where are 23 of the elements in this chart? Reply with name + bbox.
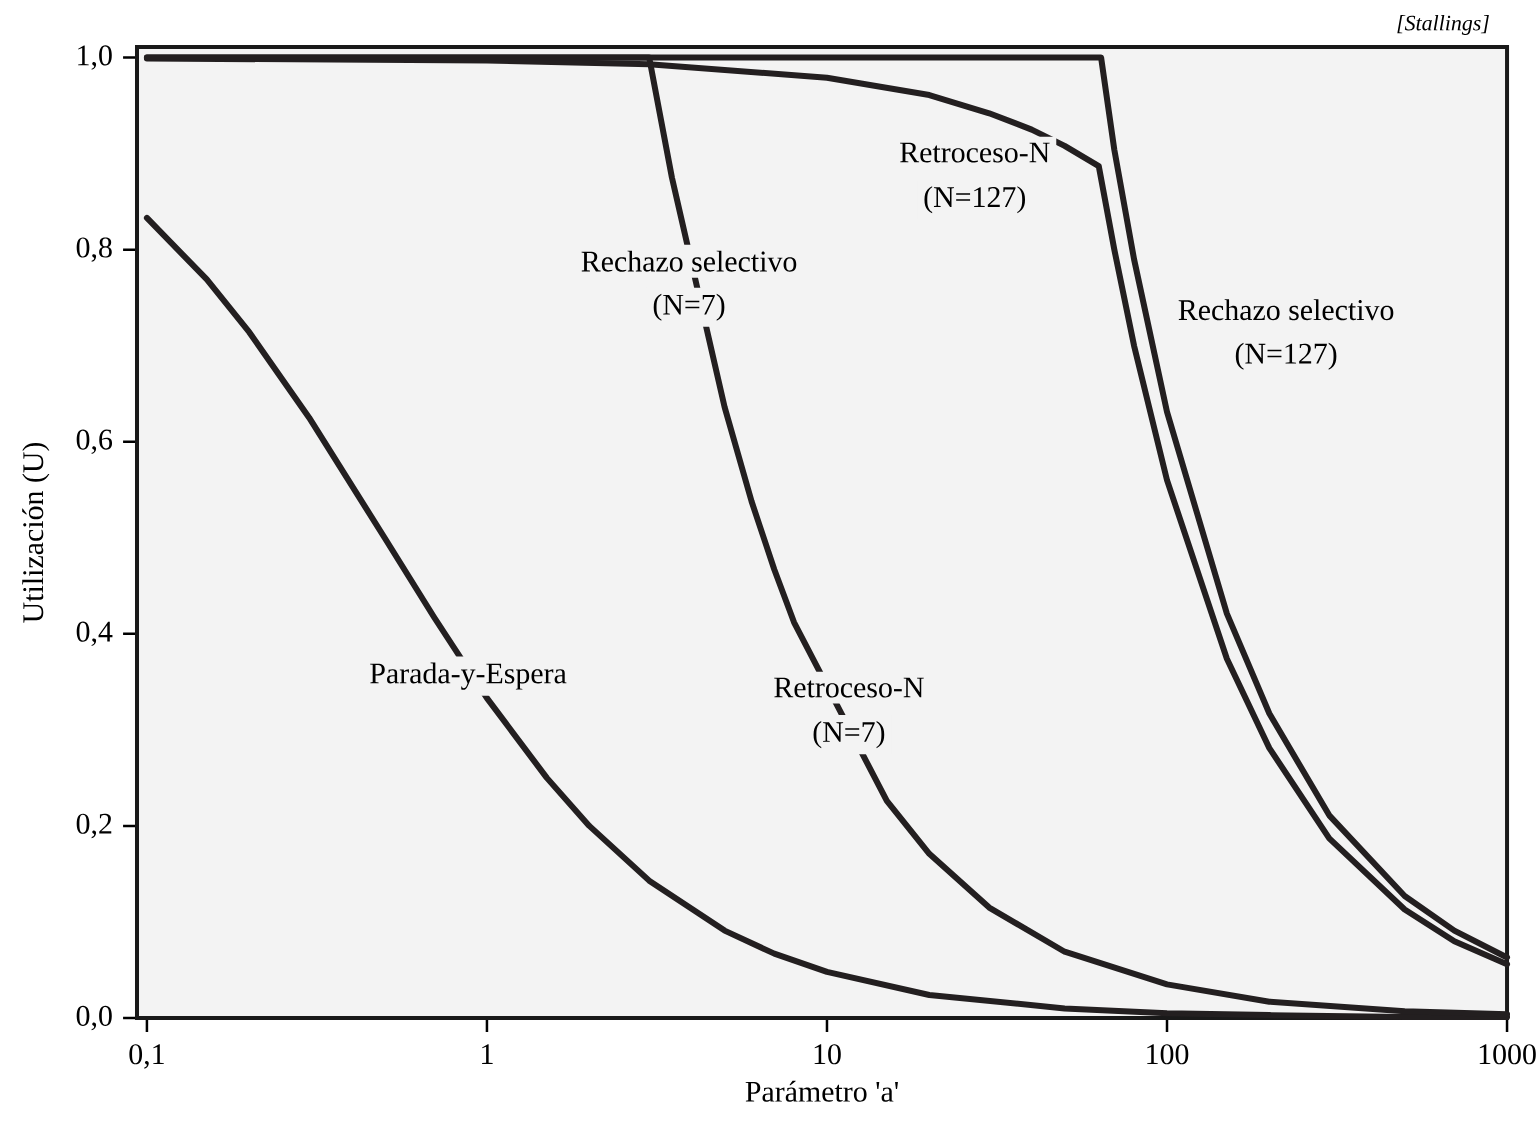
text: [Stallings]: [1397, 15, 1489, 35]
annotation: Rechazo selectivo: [581, 250, 797, 272]
x-tick-label: 100: [1147, 1044, 1189, 1065]
annotation: Rechazo selectivo: [1178, 299, 1394, 321]
annotation: Retroceso-N: [774, 677, 924, 698]
annotation: Parada-y-Espera: [370, 662, 567, 690]
annotation: (N=127): [1235, 342, 1337, 370]
x-axis-title: Parámetro 'a': [745, 1080, 898, 1102]
y-tick-label: 0,0: [76, 1005, 112, 1031]
x-tick-label: 1000: [1479, 1044, 1536, 1065]
y-tick-label: 0,2: [76, 813, 112, 839]
x-tick-label: 1: [482, 1044, 493, 1064]
x-tick-label: 0,1: [129, 1044, 164, 1069]
annotation: (N=127): [924, 186, 1026, 214]
y-tick-label: 0,8: [76, 237, 112, 262]
y-tick-label: 1,0: [78, 45, 112, 70]
annotation: (N=7): [813, 721, 885, 749]
annotation: Retroceso-N: [900, 142, 1050, 163]
annotation: (N=7): [653, 293, 725, 321]
x-tick-label: 10: [814, 1044, 841, 1065]
y-tick-label: 0,4: [76, 621, 113, 647]
y-axis-title: Utilización (U): [22, 442, 50, 623]
y-tick-label: 0,6: [76, 429, 113, 454]
